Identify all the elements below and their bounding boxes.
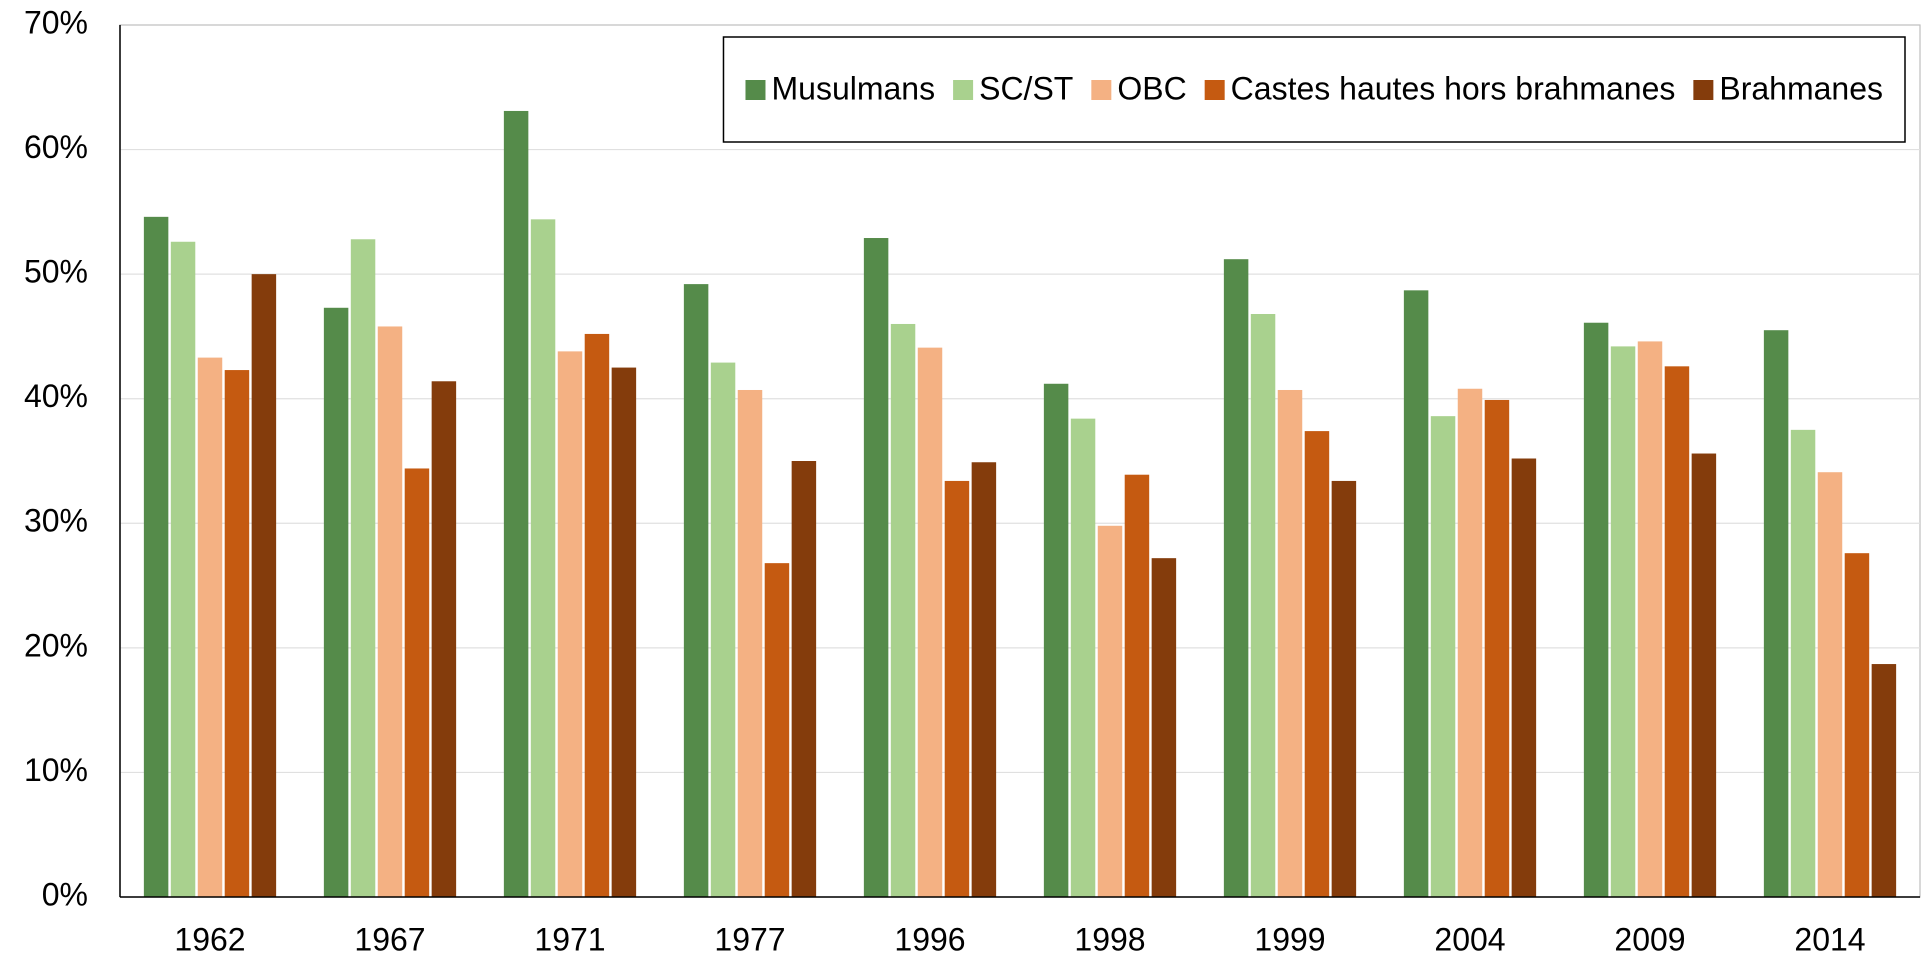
bar [143, 216, 169, 898]
bar [557, 351, 583, 897]
y-tick-label: 70% [24, 4, 88, 40]
y-tick-label: 30% [24, 503, 88, 539]
bar [1097, 525, 1123, 897]
legend-label: SC/ST [979, 70, 1073, 106]
bar [890, 323, 916, 897]
bar [323, 307, 349, 898]
bar [1457, 388, 1483, 897]
legend-label: Brahmanes [1719, 70, 1883, 106]
legend-swatch [745, 80, 766, 100]
x-tick-label: 1996 [894, 921, 965, 957]
y-tick-label: 60% [24, 129, 88, 165]
bar [1223, 259, 1249, 897]
bar [1151, 558, 1177, 897]
x-tick-label: 2014 [1794, 921, 1865, 957]
legend-swatch [953, 80, 974, 100]
bar [170, 241, 196, 898]
x-tick-label: 1962 [174, 921, 245, 957]
y-tick-label: 40% [24, 378, 88, 414]
bar [1484, 399, 1510, 897]
bar [584, 333, 610, 897]
y-tick-label: 20% [24, 627, 88, 663]
bar [503, 110, 529, 897]
bar [1763, 330, 1789, 897]
bar [224, 370, 250, 897]
bar [1304, 431, 1330, 897]
bar [1070, 418, 1096, 897]
legend: Musulmans SC/ST OBC Castes hautes hors brah… [722, 36, 1906, 143]
legend-label: Musulmans [771, 70, 935, 106]
y-tick-label: 10% [24, 752, 88, 788]
bar [1691, 453, 1717, 897]
bar [737, 389, 763, 897]
bar [377, 326, 403, 897]
bar [1637, 341, 1663, 897]
bar [251, 274, 277, 898]
y-tick-label: 0% [42, 876, 88, 912]
bar [1331, 480, 1357, 897]
x-tick-label: 2009 [1614, 921, 1685, 957]
bar [1790, 429, 1816, 897]
bar [710, 362, 736, 897]
bar [1871, 664, 1897, 897]
bar [1430, 416, 1456, 897]
x-tick-label: 1999 [1254, 921, 1325, 957]
bar [350, 239, 376, 897]
x-tick-label: 2004 [1434, 921, 1505, 957]
bar [530, 219, 556, 897]
bar [791, 461, 817, 897]
x-tick-label: 1967 [354, 921, 425, 957]
bar [863, 238, 889, 897]
bar [1511, 458, 1537, 897]
bar [404, 468, 430, 897]
legend-swatch [1204, 80, 1225, 100]
bar [1583, 322, 1609, 897]
bar [764, 563, 790, 897]
bar [971, 462, 997, 897]
bar [1124, 474, 1150, 897]
x-tick-label: 1998 [1074, 921, 1145, 957]
y-tick-label: 50% [24, 254, 88, 290]
bar [1043, 383, 1069, 897]
bar [683, 284, 709, 897]
bar [611, 367, 637, 898]
bar [197, 357, 223, 897]
x-tick-label: 1971 [534, 921, 605, 957]
legend-label: Castes hautes hors brahmanes [1231, 70, 1676, 106]
bar [1250, 314, 1276, 897]
bar [917, 347, 943, 897]
legend-swatch [1693, 80, 1714, 100]
bar [431, 381, 457, 897]
bar [1403, 290, 1429, 897]
legend-label: OBC [1117, 70, 1186, 106]
bar [1664, 366, 1690, 898]
bar [1844, 553, 1870, 897]
bar [1817, 472, 1843, 897]
x-tick-label: 1977 [714, 921, 785, 957]
bar [1277, 389, 1303, 897]
bar [1610, 346, 1636, 897]
bar [944, 480, 970, 897]
legend-swatch [1091, 80, 1112, 100]
